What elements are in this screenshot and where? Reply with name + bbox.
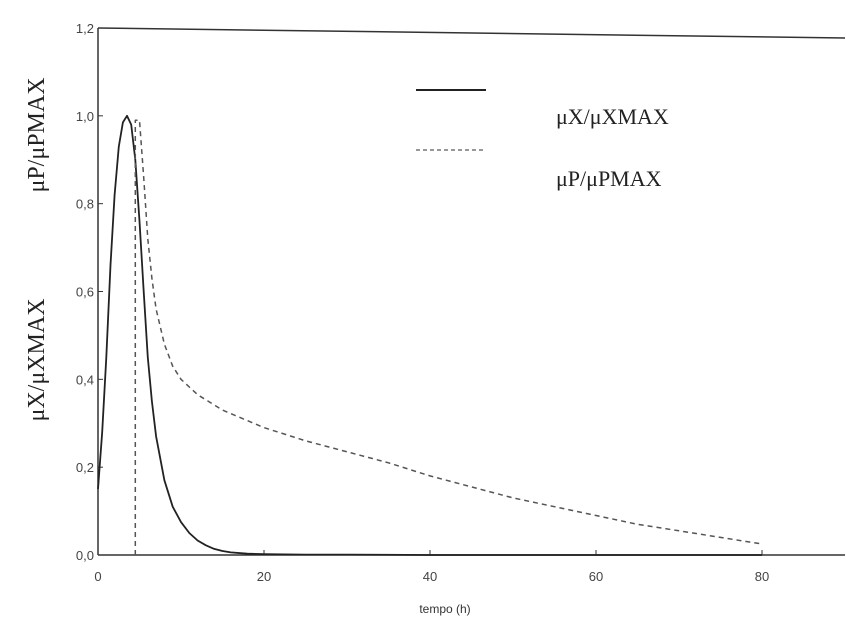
y-tick-label: 0,6 — [76, 285, 94, 300]
x-tick-label: 20 — [257, 569, 271, 584]
y-tick-label: 1,2 — [76, 21, 94, 36]
y-tick-label: 0,4 — [76, 372, 94, 387]
x-tick-label: 0 — [94, 569, 101, 584]
series-line-1 — [135, 120, 762, 555]
y-axis-label-top: μP/μPMAX — [24, 77, 50, 192]
legend: μX/μXMAX μP/μPMAX — [416, 90, 669, 191]
y-tick-label: 0,2 — [76, 460, 94, 475]
y-tick-label: 0,0 — [76, 548, 94, 563]
legend-label-mup: μP/μPMAX — [556, 166, 662, 191]
x-tick-label: 80 — [755, 569, 769, 584]
x-tick-label: 60 — [589, 569, 603, 584]
y-axis-label-bottom: μX/μXMAX — [24, 298, 50, 421]
y-tick-label: 0,8 — [76, 197, 94, 212]
series-layer — [98, 116, 762, 555]
legend-label-mux: μX/μXMAX — [556, 104, 669, 129]
x-tick-label: 40 — [423, 569, 437, 584]
plot-frame-top — [98, 28, 845, 38]
y-tick-label: 1,0 — [76, 109, 94, 124]
plot-frame — [98, 28, 845, 555]
x-axis-label: tempo (h) — [419, 602, 470, 616]
series-line-0 — [98, 116, 762, 555]
